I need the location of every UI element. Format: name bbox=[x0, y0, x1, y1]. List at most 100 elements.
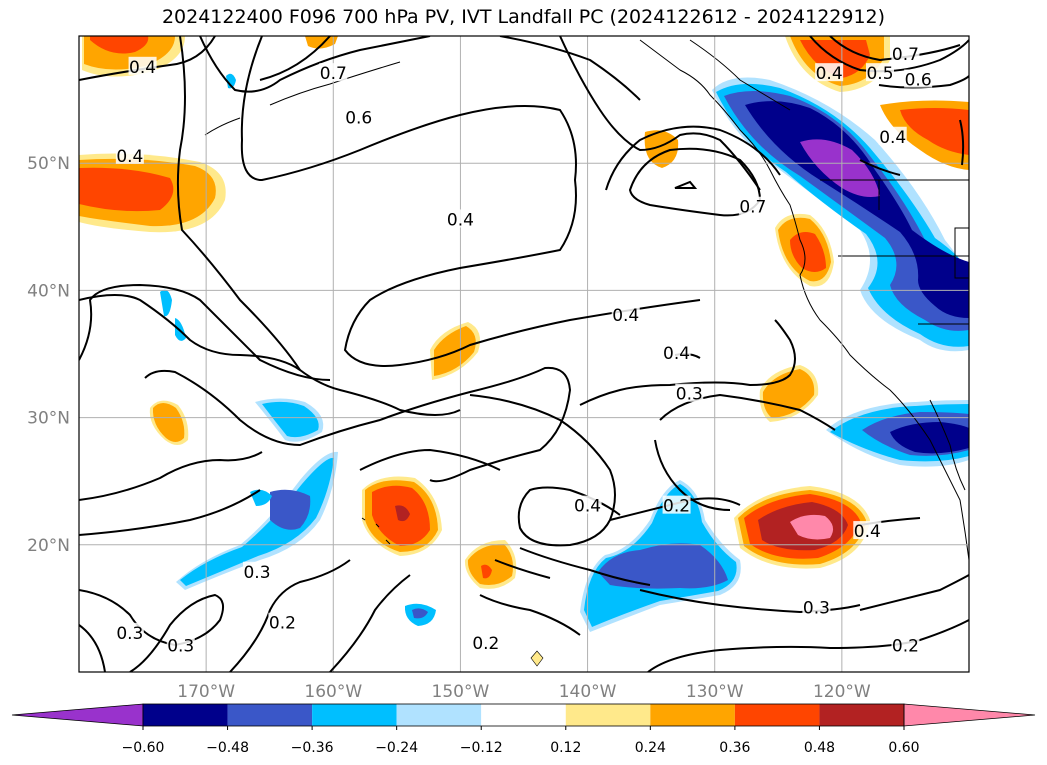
contour-label: 0.4 bbox=[447, 210, 474, 230]
colorbar-segment bbox=[143, 704, 228, 726]
lat-tick-label: 20°N bbox=[27, 536, 70, 556]
lon-tick-label: 160°W bbox=[304, 682, 362, 702]
contour-labels: 0.4 0.4 0.7 0.6 0.4 0.4 0.4 0.3 0.7 0.4 0.5 0.4 0.7 0… bbox=[115, 44, 933, 657]
contour-label-bg bbox=[662, 343, 691, 361]
colorbar-tick-label: −0.60 bbox=[122, 740, 165, 756]
contour-label-bg bbox=[878, 126, 907, 145]
contour-label-bg bbox=[611, 304, 640, 323]
colorbar-tick-label: −0.12 bbox=[460, 740, 503, 756]
colorbar-segment bbox=[819, 704, 904, 726]
lon-tick-label: 150°W bbox=[432, 682, 490, 702]
contour-label-bg bbox=[866, 63, 894, 82]
contour-label-bg bbox=[115, 622, 144, 641]
contour-label: 0.2 bbox=[472, 634, 499, 654]
shade-red bbox=[481, 564, 492, 579]
contour-label: 0.6 bbox=[905, 71, 932, 91]
contour-label-bg bbox=[166, 635, 195, 654]
contour-label-bg bbox=[471, 633, 500, 652]
shade-navy bbox=[745, 101, 969, 319]
shade-pink bbox=[790, 514, 834, 540]
map-frame bbox=[78, 35, 970, 673]
colorbar-tick-label: 0.36 bbox=[719, 740, 750, 756]
contour-label-bg bbox=[344, 107, 373, 126]
lon-tick-label: 140°W bbox=[559, 682, 617, 702]
lat-tick-label: 40°N bbox=[27, 281, 70, 301]
contour-label: 0.2 bbox=[269, 614, 296, 634]
contour-label: 0.7 bbox=[739, 198, 766, 218]
shade-blue bbox=[176, 451, 338, 590]
shade-blue-mid bbox=[412, 608, 428, 619]
colorbar-segment bbox=[481, 704, 566, 726]
lon-tick-label: 170°W bbox=[177, 682, 235, 702]
shade-orange bbox=[762, 369, 815, 418]
shade-orange bbox=[467, 544, 513, 585]
contour-label-bg bbox=[573, 495, 602, 514]
colorbar-segment bbox=[565, 704, 651, 726]
shade-darkred bbox=[395, 505, 410, 522]
contour-label: 0.7 bbox=[892, 45, 919, 65]
contour-label-bg bbox=[675, 383, 704, 402]
contour-label-bg bbox=[891, 44, 920, 63]
colorbar-tick-label: 0.12 bbox=[550, 740, 581, 756]
contour-label: 0.2 bbox=[892, 637, 919, 657]
contour-label: 0.3 bbox=[676, 385, 703, 405]
shade-orange bbox=[305, 36, 338, 49]
contour-label-bg bbox=[662, 495, 691, 514]
lon-tick-label: 130°W bbox=[686, 682, 744, 702]
pv-shading bbox=[79, 36, 969, 667]
shade-navy bbox=[890, 422, 969, 454]
colorbar-extend-high bbox=[903, 703, 1036, 727]
shade-blue bbox=[226, 73, 236, 89]
contour-label-bg bbox=[243, 561, 271, 580]
lon-tick-label: 120°W bbox=[813, 682, 871, 702]
colorbar: −0.60 −0.48 −0.36 −0.24 −0.12 0.12 0.24 0.36 0.4… bbox=[11, 703, 1036, 756]
contour-label: 0.3 bbox=[243, 563, 270, 583]
contour-label-bg bbox=[319, 63, 348, 82]
shade-blue bbox=[262, 401, 319, 438]
contour-label-bg bbox=[853, 521, 882, 540]
chart-title: 2024122400 F096 700 hPa PV, IVT Landfall… bbox=[161, 6, 886, 28]
contour-label: 0.5 bbox=[866, 64, 893, 84]
coastlines bbox=[204, 39, 969, 561]
contour-label: 0.4 bbox=[116, 147, 143, 167]
shade-blue-mid bbox=[598, 543, 728, 589]
contour-label: 0.3 bbox=[116, 624, 143, 644]
colorbar-segment bbox=[734, 704, 820, 726]
shade-blue bbox=[160, 289, 172, 317]
contour-label: 0.4 bbox=[663, 344, 690, 364]
colorbar-segment bbox=[312, 704, 397, 726]
contour-label-bg bbox=[891, 635, 920, 654]
colorbar-segment bbox=[227, 704, 313, 726]
contour-label-bg bbox=[446, 209, 475, 228]
shade-orange bbox=[530, 650, 544, 667]
shade-red bbox=[900, 108, 969, 155]
shade-blue bbox=[250, 489, 272, 506]
contour-label: 0.4 bbox=[574, 497, 601, 517]
contour-label-bg bbox=[904, 69, 933, 88]
contour-label: 0.4 bbox=[612, 306, 639, 326]
lat-tick-label: 30°N bbox=[27, 409, 70, 429]
shade-blue bbox=[175, 318, 186, 341]
shade-orange bbox=[152, 403, 185, 442]
colorbar-tick-label: 0.48 bbox=[804, 740, 835, 756]
gridlines bbox=[79, 36, 969, 672]
contour-label-bg bbox=[115, 145, 144, 164]
shade-blue-mid bbox=[270, 489, 311, 530]
contour-label: 0.2 bbox=[663, 497, 690, 517]
shade-red bbox=[79, 167, 174, 212]
latitude-labels: 50°N 40°N 30°N 20°N bbox=[27, 154, 70, 556]
longitude-labels: 170°W 160°W 150°W 140°W 130°W 120°W bbox=[177, 682, 871, 702]
lat-tick-label: 50°N bbox=[27, 154, 70, 174]
contour-label-bg bbox=[128, 56, 157, 75]
contour-label-bg bbox=[802, 597, 831, 616]
colorbar-tick-label: −0.24 bbox=[375, 740, 418, 756]
contour-label: 0.4 bbox=[879, 128, 906, 148]
colorbar-segment bbox=[650, 704, 735, 726]
shade-purple bbox=[800, 139, 880, 197]
contour-label: 0.6 bbox=[345, 109, 372, 129]
colorbar-segment bbox=[396, 704, 482, 726]
shade-red bbox=[90, 36, 149, 54]
colorbar-tick-label: −0.36 bbox=[291, 740, 334, 756]
contour-lines bbox=[79, 36, 969, 672]
